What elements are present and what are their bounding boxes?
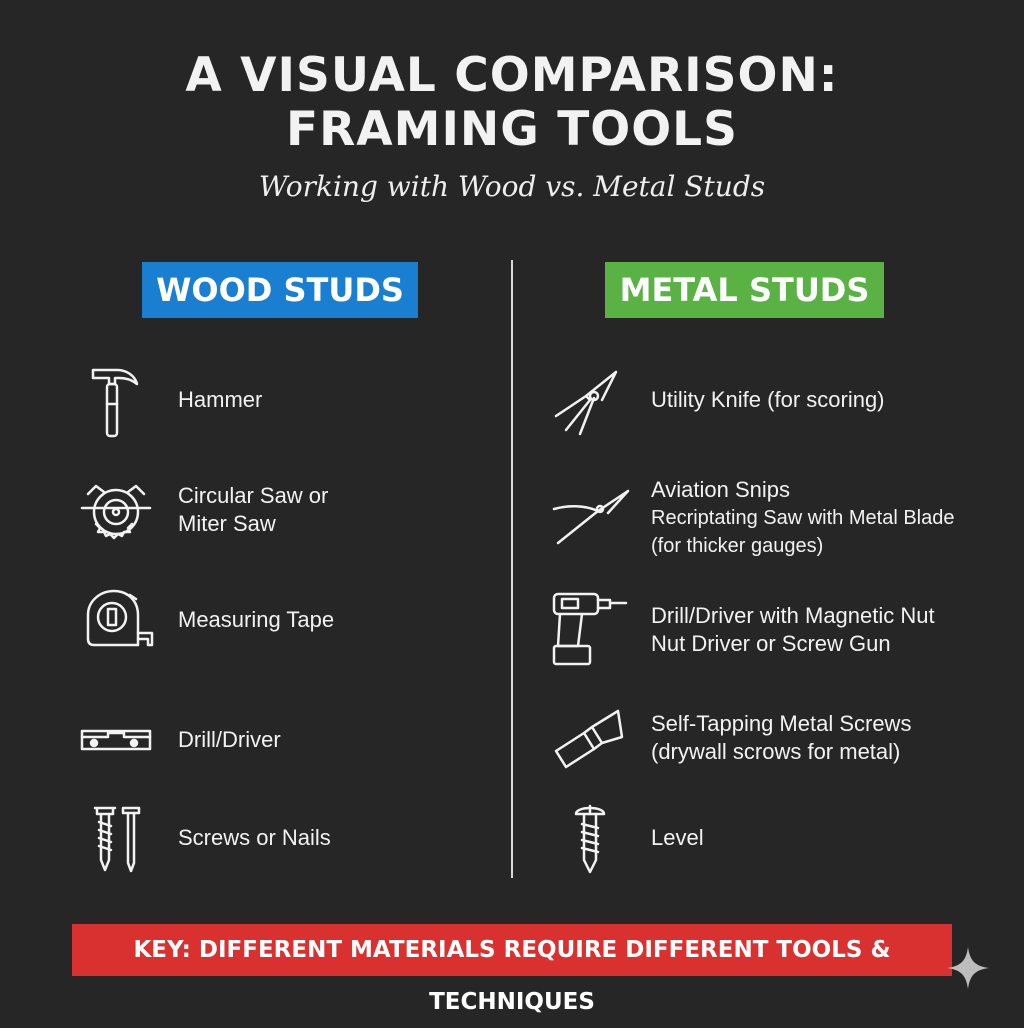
- label-line: (drywall scrows for metal): [651, 739, 901, 764]
- level-icon: [76, 700, 156, 780]
- wood-item-tape: Measuring Tape: [76, 580, 334, 660]
- label-line: Miter Saw: [178, 511, 276, 536]
- key-banner: KEY: DIFFERENT MATERIALS REQUIRE DIFFERE…: [72, 924, 952, 1015]
- wood-item-level: Drill/Driver: [76, 700, 281, 780]
- metal-item-4: Self-Tapping Metal Screws (drywall scrows…: [550, 698, 911, 778]
- wood-item-label: Circular Saw or Miter Saw: [178, 482, 328, 538]
- measuring-tape-icon: [76, 580, 156, 660]
- metal-item-label: Aviation Snips Recriptating Saw with Meta…: [651, 476, 954, 560]
- metal-item-1: Utility Knife (for scoring): [550, 360, 885, 440]
- metal-item-2: Aviation Snips Recriptating Saw with Meta…: [550, 476, 954, 560]
- drill-icon: [550, 590, 630, 670]
- wood-item-fasteners: Screws or Nails: [76, 798, 331, 878]
- label-line: (for thicker gauges): [651, 535, 824, 557]
- wood-item-label: Hammer: [178, 387, 263, 412]
- wood-item-label: Screws or Nails: [178, 825, 331, 850]
- wood-item-label: Measuring Tape: [178, 607, 335, 632]
- column-divider: [511, 260, 513, 878]
- snips-icon: [550, 360, 630, 440]
- utility-knife-icon: [550, 698, 630, 778]
- wood-item-saw: Circular Saw or Miter Saw: [76, 470, 328, 550]
- label-line: Recriptating Saw with Metal Blade: [651, 507, 955, 529]
- title-line-1: A VISUAL COMPARISON:: [185, 48, 839, 103]
- metal-item-label: Utility Knife (for scoring): [651, 387, 885, 412]
- wood-studs-heading: WOOD STUDS: [142, 262, 418, 318]
- snips-icon: [550, 478, 630, 558]
- wood-item-label: Drill/Driver: [178, 727, 281, 752]
- metal-item-label: Self-Tapping Metal Screws (drywall scrows…: [651, 710, 911, 766]
- hammer-icon: [76, 360, 156, 440]
- label-line: Drill/Driver with Magnetic Nut: [651, 603, 935, 628]
- screw-nail-icon: [76, 798, 156, 878]
- label-line: Self-Tapping Metal Screws: [651, 711, 912, 736]
- metal-item-label: Drill/Driver with Magnetic Nut Nut Driver…: [651, 602, 935, 658]
- title-line-2: FRAMING TOOLS: [286, 102, 738, 157]
- metal-item-3: Drill/Driver with Magnetic Nut Nut Driver…: [550, 590, 935, 670]
- metal-item-5: Level: [550, 798, 704, 878]
- label-line: Circular Saw or: [178, 483, 329, 508]
- label-line: Aviation Snips: [651, 477, 791, 502]
- label-line: Nut Driver or Screw Gun: [651, 631, 891, 656]
- metal-studs-heading: METAL STUDS: [605, 262, 884, 318]
- circular-saw-icon: [76, 470, 156, 550]
- metal-item-label: Level: [651, 825, 704, 850]
- screw-icon: [550, 798, 630, 878]
- sparkle-icon: [947, 947, 989, 989]
- wood-item-hammer: Hammer: [76, 360, 262, 440]
- subtitle: Working with Wood vs. Metal Studs: [258, 170, 766, 203]
